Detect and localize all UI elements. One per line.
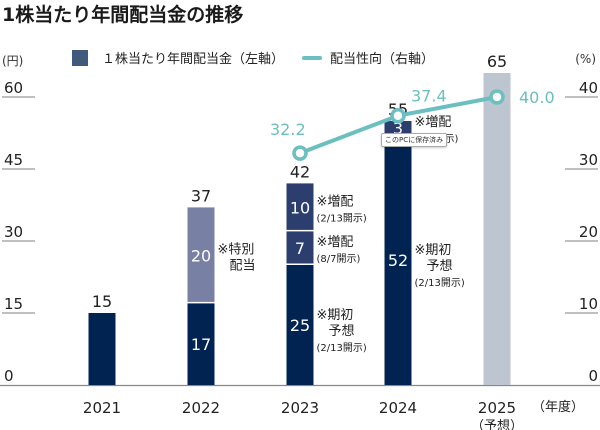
x-tick-sublabel: （予想）: [471, 418, 523, 430]
x-tick-label: 2021: [83, 399, 121, 417]
bar-annotation: (8/7開示): [317, 253, 361, 265]
bar-segment-label: 52: [388, 251, 408, 270]
x-tick-label: 2024: [379, 399, 417, 417]
bar-annotation: ※増配: [415, 115, 452, 130]
right-tick-label: 0: [588, 367, 598, 385]
chart-title: 1株当たり年間配当金の推移: [2, 4, 244, 26]
payout-ratio-point: [292, 145, 308, 161]
legend: １株当たり年間配当金（左軸） 配当性向（右軸）: [72, 48, 434, 67]
bar-segment: [286, 265, 314, 385]
payout-ratio-label: 32.2: [270, 120, 306, 139]
save-tooltip: このPCに保存済み: [381, 133, 448, 147]
left-axis-unit: (円): [2, 54, 24, 68]
bar-annotation: ※特別: [218, 242, 255, 257]
payout-ratio-point: [489, 89, 505, 105]
left-tick-label: 30: [4, 223, 23, 241]
legend-bar-label: １株当たり年間配当金（左軸）: [102, 52, 285, 67]
left-tick-label: 60: [4, 79, 23, 97]
bar-segment: [384, 135, 412, 385]
right-tick-label: 10: [579, 295, 598, 313]
bar-annotation: ※増配: [317, 194, 354, 209]
bar-annotation: (2/13開示): [317, 342, 367, 354]
legend-line-swatch: [302, 55, 323, 60]
bar-segment: [286, 231, 314, 264]
bar-annotation: ※期初: [415, 243, 452, 258]
right-axis-unit: (%): [575, 52, 596, 66]
bar-segment-label: 10: [290, 198, 310, 217]
left-tick-label: 0: [4, 367, 14, 385]
x-tick-label: 2022: [182, 399, 220, 417]
bar-segment: [384, 121, 412, 134]
bar-total-label: 65: [487, 52, 507, 71]
bar-segment: [187, 207, 215, 302]
bar-segment: [187, 303, 215, 385]
bar-total-label: 15: [92, 292, 112, 311]
right-tick-label: 20: [579, 223, 598, 241]
legend-line-label: 配当性向（右軸）: [330, 52, 435, 67]
bar-segment-label: 3: [393, 119, 403, 138]
bar-segment: [88, 313, 116, 385]
bar-segment-label: 7: [295, 239, 305, 258]
right-tick-label: 40: [579, 79, 598, 97]
bar-annotation: 予想: [427, 258, 453, 274]
x-axis-unit: （年度）: [532, 399, 584, 415]
x-tick-label: 2023: [281, 399, 319, 417]
bar-segment-label: 20: [191, 246, 211, 265]
bar-segment: [286, 183, 314, 230]
right-tick-label: 30: [579, 151, 598, 169]
payout-ratio-point: [390, 107, 406, 124]
bar-total-label: 42: [290, 162, 310, 181]
x-tick-label: 2025: [478, 399, 516, 417]
payout-ratio-label: 37.4: [411, 87, 447, 106]
bar-annotation: 配当: [230, 258, 256, 273]
bar-annotation: 予想: [329, 323, 355, 339]
bar-segment-label: 17: [191, 335, 211, 354]
bar-annotation: ※増配: [317, 235, 354, 250]
left-tick-label: 45: [4, 151, 23, 169]
bar-annotation: ※期初: [317, 308, 354, 323]
payout-ratio-label: 40.0: [519, 88, 555, 107]
bar-segment: [483, 73, 511, 385]
left-tick-label: 15: [4, 295, 23, 313]
bar-annotation: (2/13開示): [317, 212, 367, 224]
legend-bar-swatch: [72, 49, 88, 66]
bar-total-label: 37: [191, 186, 211, 205]
bar-annotation: (2/13開示): [415, 277, 465, 289]
bar-segment-label: 25: [290, 316, 310, 335]
